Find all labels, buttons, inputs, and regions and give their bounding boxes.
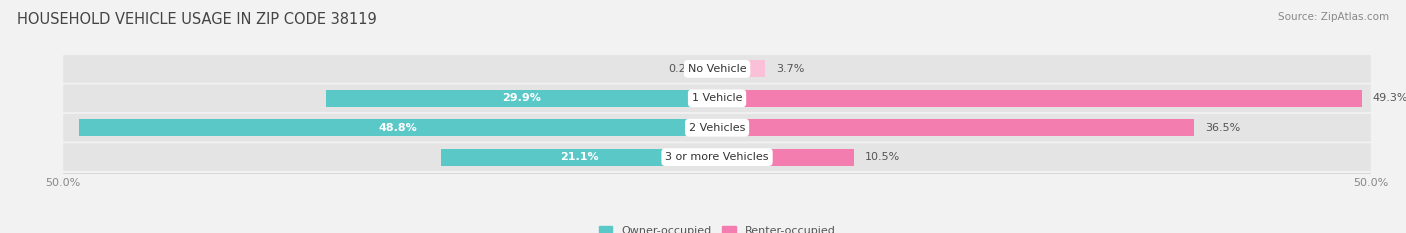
- Text: 49.3%: 49.3%: [1372, 93, 1406, 103]
- Text: No Vehicle: No Vehicle: [688, 64, 747, 74]
- Text: 3 or more Vehicles: 3 or more Vehicles: [665, 152, 769, 162]
- FancyBboxPatch shape: [63, 114, 1371, 141]
- Text: Source: ZipAtlas.com: Source: ZipAtlas.com: [1278, 12, 1389, 22]
- Text: 21.1%: 21.1%: [560, 152, 599, 162]
- Legend: Owner-occupied, Renter-occupied: Owner-occupied, Renter-occupied: [595, 222, 839, 233]
- Bar: [79, 119, 717, 136]
- FancyBboxPatch shape: [63, 143, 1371, 171]
- Text: HOUSEHOLD VEHICLE USAGE IN ZIP CODE 38119: HOUSEHOLD VEHICLE USAGE IN ZIP CODE 3811…: [17, 12, 377, 27]
- Bar: [717, 60, 765, 77]
- Text: 2 Vehicles: 2 Vehicles: [689, 123, 745, 133]
- Bar: [717, 149, 855, 166]
- Bar: [714, 60, 717, 77]
- Text: 29.9%: 29.9%: [502, 93, 541, 103]
- Bar: [717, 60, 765, 77]
- Text: 0.22%: 0.22%: [668, 64, 704, 74]
- Text: 48.8%: 48.8%: [378, 123, 418, 133]
- Text: 1 Vehicle: 1 Vehicle: [692, 93, 742, 103]
- Bar: [441, 149, 717, 166]
- Text: 36.5%: 36.5%: [1205, 123, 1240, 133]
- Text: 3.7%: 3.7%: [776, 64, 804, 74]
- FancyBboxPatch shape: [63, 85, 1371, 112]
- FancyBboxPatch shape: [63, 55, 1371, 83]
- Bar: [717, 119, 1194, 136]
- Text: 10.5%: 10.5%: [865, 152, 900, 162]
- Bar: [717, 90, 1361, 107]
- Bar: [326, 90, 717, 107]
